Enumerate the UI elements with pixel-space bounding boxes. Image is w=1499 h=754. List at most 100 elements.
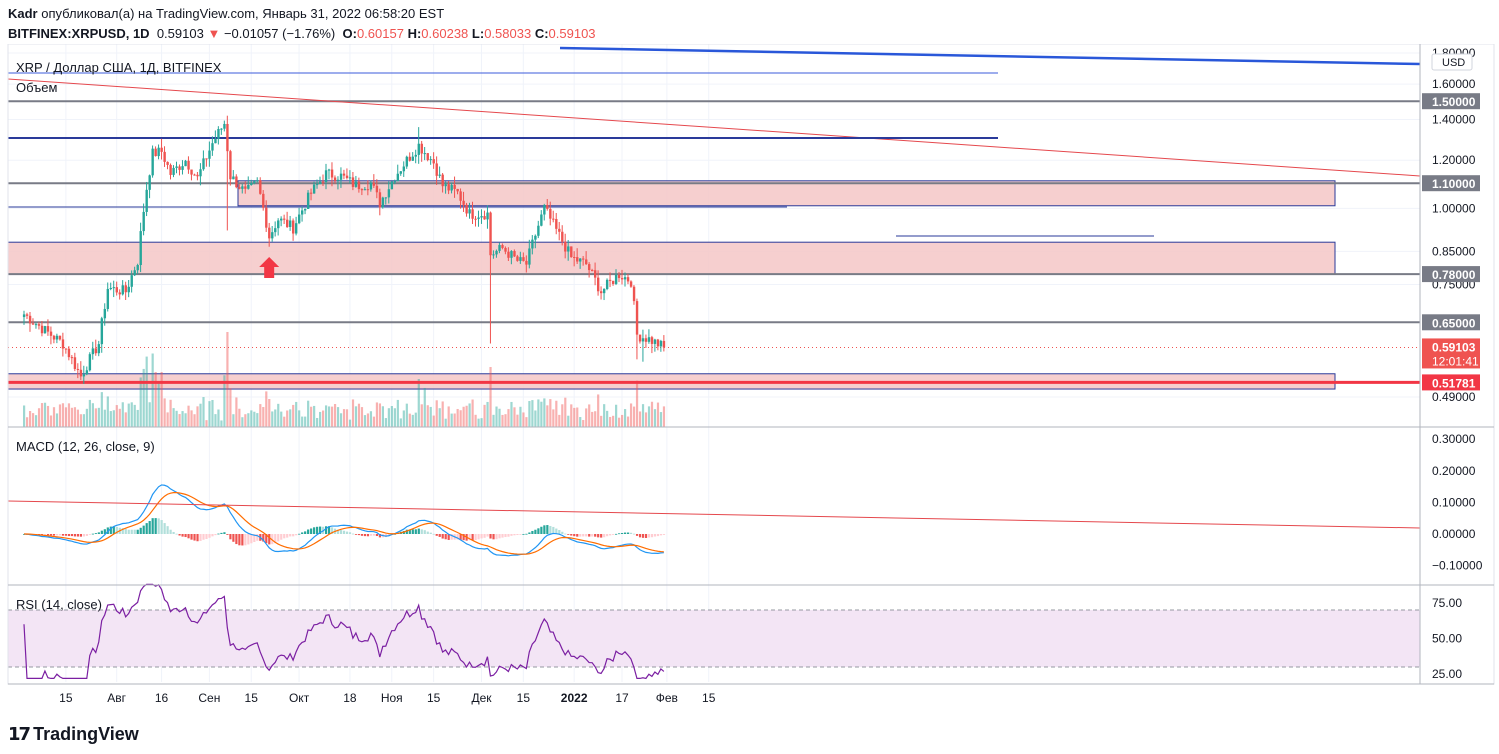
volume-bar [253,411,256,427]
volume-bar [441,401,444,427]
macd-histogram-bar [232,534,235,542]
candle-body [375,185,379,193]
macd-histogram-bar [148,521,151,534]
price-tick-label: 1.20000 [1432,153,1476,167]
macd-histogram-bar [474,534,477,541]
candle-body [623,277,627,280]
candle-body [468,209,471,214]
volume-bar [629,403,633,427]
macd-histogram-bar [618,533,621,535]
volume-bar [414,412,417,427]
horizontal-levels[interactable] [8,100,1420,384]
macd-histogram-bar [369,534,373,536]
volume-bar [256,413,259,427]
volume-bar [570,404,573,427]
candle-body [106,288,110,309]
candle-body [318,181,322,185]
open-value: 0.60157 [356,26,404,41]
macd-histogram-bar [432,533,435,535]
volume-bar [34,415,38,427]
volume-bar [160,372,163,427]
author-name[interactable]: Kadr [8,6,38,21]
rsi-pane-label: RSI (14, close) [16,597,102,612]
macd-histogram-bar [217,533,220,535]
macd-histogram-bar [49,534,53,536]
volume-bar [193,414,196,427]
macd-histogram-bar [612,534,615,535]
candle-body [274,228,277,233]
candle-body [55,335,59,340]
macd-histogram-bar [441,534,444,539]
volume-bar [453,413,456,427]
candle-body [169,164,172,175]
candle-body [453,184,456,189]
volume-bar [235,397,238,427]
chart-canvas[interactable]: 1.800001.600001.400001.200001.000000.850… [0,44,1499,754]
macd-histogram-bar [187,534,190,539]
volume-bar [136,409,139,427]
candle-body [28,315,32,324]
macd-histogram-bar [480,534,483,539]
volume-bar [501,414,504,427]
price-change: −0.01057 (−1.76%) [223,26,336,41]
macd-histogram-bar [591,534,594,537]
macd-histogram-bar [124,529,127,534]
volume-bar [163,398,166,427]
volume-bar [229,388,232,427]
macd-histogram-bar [606,534,609,537]
trend-lines[interactable] [7,46,1421,237]
candle-body [360,189,364,191]
volume-bar [357,403,361,427]
volume-bar [516,414,519,427]
macd-histogram-bar [181,534,184,537]
annotations[interactable] [259,257,280,278]
macd-histogram-bar [61,534,65,536]
symbol-name[interactable]: BITFINEX:XRPUSD, 1D [8,26,150,41]
macd-histogram-bar [94,533,97,534]
countdown-text: 12:01:41 [1432,354,1479,368]
macd-histogram-bar [154,518,157,534]
volume-bar [88,399,91,427]
candle-body [662,340,666,348]
volume-bar [522,412,525,427]
volume-bar [435,400,438,427]
macd-histogram-bar [73,534,77,537]
up-arrow-icon [259,257,280,278]
volume-bar [492,414,495,427]
volume-bar [585,408,588,427]
volume-bar [528,401,531,427]
rsi-tick-label: 25.00 [1432,667,1462,681]
candle-body [199,169,202,177]
support-resistance-zones[interactable] [7,180,1336,390]
candle-body [172,167,175,175]
candle-body [82,374,86,377]
candle-body [543,205,546,215]
volume-bar [603,404,606,427]
currency-badge [1431,53,1473,71]
macd-tick-label: 0.20000 [1432,464,1476,478]
volume-bar [178,414,181,427]
candle-body [49,331,53,336]
candle-body [193,174,196,176]
tradingview-logo[interactable]: 𝟭𝟳 TradingView [8,724,139,745]
candle-body [286,219,289,227]
macd-histogram-bar [438,534,441,537]
macd-line [23,484,664,557]
candle-body [573,257,576,259]
volume-bar [336,407,340,427]
macd-histogram-bar [408,529,411,534]
volume-bar [109,411,112,427]
macd-histogram-bar [504,534,507,538]
volume-bar [94,408,97,427]
macd-histogram-bar [632,533,636,535]
volume-bar [626,416,630,427]
time-tick-label: 2022 [561,691,588,705]
volume-bar [145,356,148,427]
volume-bar [324,405,328,427]
last-price-tag-text: 0.59103 [1432,340,1476,354]
candle-body [638,334,642,342]
volume-bar [465,405,468,427]
volume-bar [238,408,241,427]
macd-histogram-bar [417,528,420,534]
candle-body [244,186,247,189]
